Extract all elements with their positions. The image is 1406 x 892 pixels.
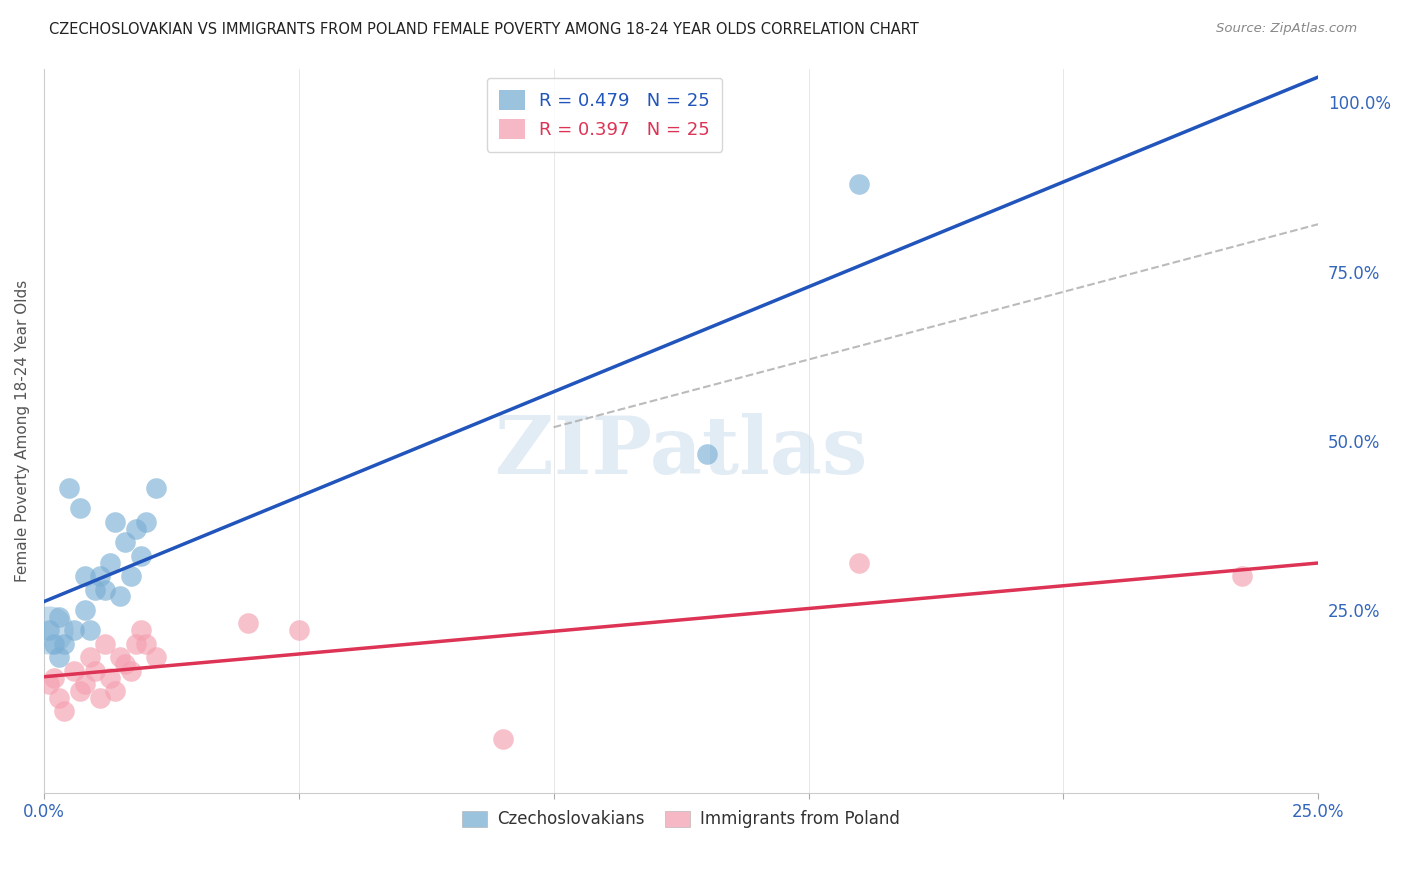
Point <box>110 650 132 665</box>
Point <box>98 556 121 570</box>
Point <box>63 664 86 678</box>
Point <box>42 671 65 685</box>
Point <box>135 637 157 651</box>
Point <box>73 569 96 583</box>
Point <box>89 690 111 705</box>
Point <box>114 535 136 549</box>
Point <box>110 590 132 604</box>
Point <box>114 657 136 671</box>
Point <box>48 690 70 705</box>
Point <box>1230 569 1253 583</box>
Point <box>63 624 86 638</box>
Point <box>848 556 870 570</box>
Point <box>69 684 91 698</box>
Point <box>53 637 76 651</box>
Point <box>120 664 142 678</box>
Point <box>38 677 60 691</box>
Point <box>145 481 167 495</box>
Point <box>53 705 76 719</box>
Text: Source: ZipAtlas.com: Source: ZipAtlas.com <box>1216 22 1357 36</box>
Point <box>79 650 101 665</box>
Point <box>73 603 96 617</box>
Point <box>145 650 167 665</box>
Point <box>48 609 70 624</box>
Point <box>696 447 718 461</box>
Point <box>98 671 121 685</box>
Point <box>104 684 127 698</box>
Point <box>42 637 65 651</box>
Point <box>73 677 96 691</box>
Point <box>104 515 127 529</box>
Point <box>124 522 146 536</box>
Text: ZIPatlas: ZIPatlas <box>495 413 868 491</box>
Point <box>38 624 60 638</box>
Text: CZECHOSLOVAKIAN VS IMMIGRANTS FROM POLAND FEMALE POVERTY AMONG 18-24 YEAR OLDS C: CZECHOSLOVAKIAN VS IMMIGRANTS FROM POLAN… <box>49 22 920 37</box>
Point <box>120 569 142 583</box>
Point <box>83 582 105 597</box>
Point <box>848 177 870 191</box>
Point <box>94 637 117 651</box>
Point <box>38 624 60 638</box>
Point <box>124 637 146 651</box>
Point <box>94 582 117 597</box>
Point <box>83 664 105 678</box>
Point <box>69 501 91 516</box>
Point <box>236 616 259 631</box>
Point <box>135 515 157 529</box>
Point <box>89 569 111 583</box>
Point <box>79 624 101 638</box>
Y-axis label: Female Poverty Among 18-24 Year Olds: Female Poverty Among 18-24 Year Olds <box>15 279 30 582</box>
Point <box>129 624 152 638</box>
Point <box>129 549 152 563</box>
Legend: Czechoslovakians, Immigrants from Poland: Czechoslovakians, Immigrants from Poland <box>456 804 907 835</box>
Point <box>48 650 70 665</box>
Point <box>492 731 515 746</box>
Point <box>58 481 80 495</box>
Point <box>287 624 309 638</box>
